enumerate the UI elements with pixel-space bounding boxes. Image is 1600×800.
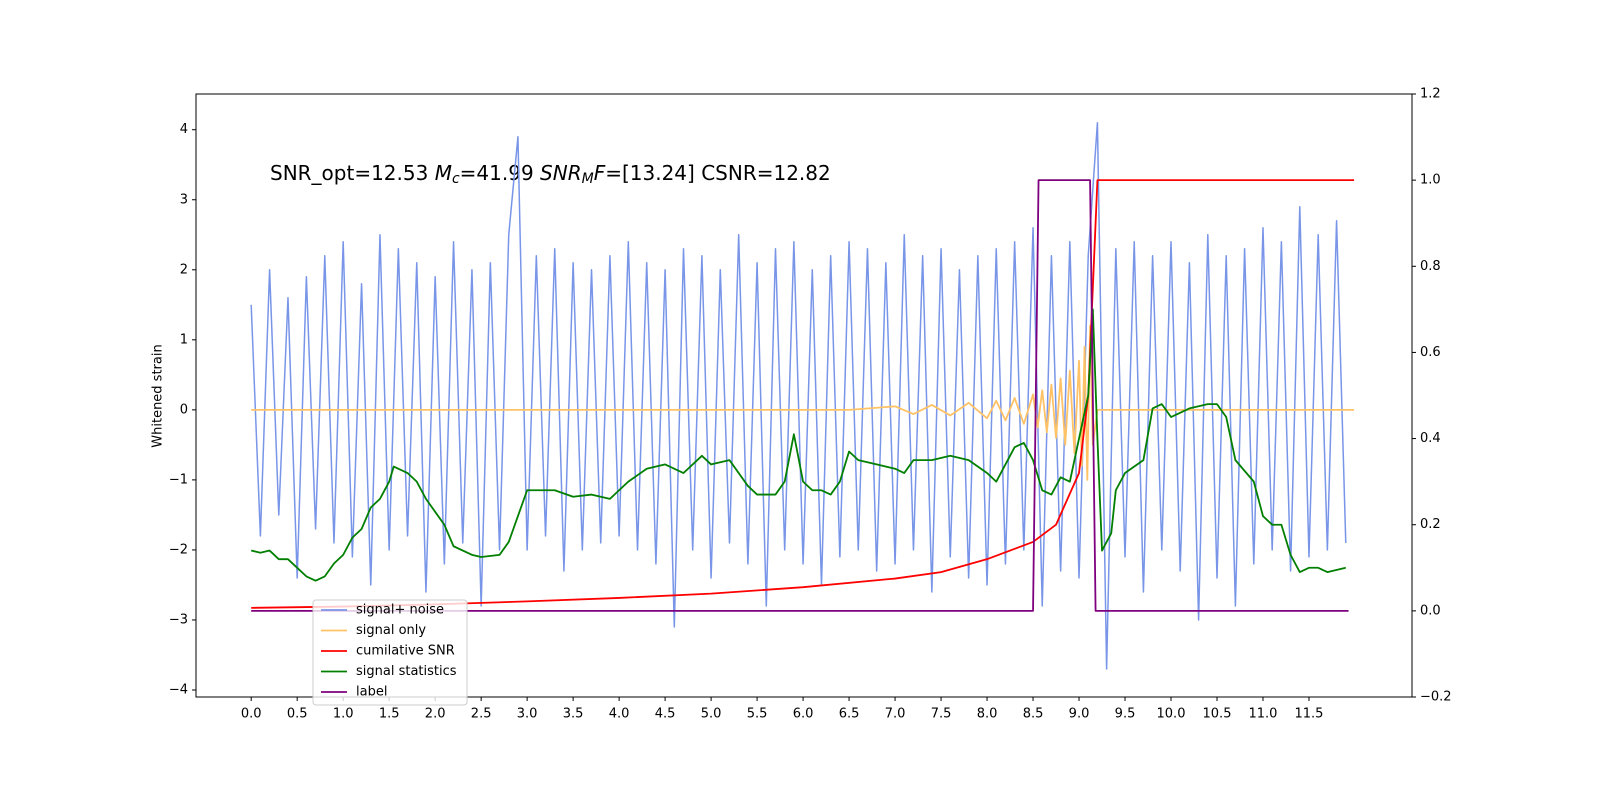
series-line — [250, 308, 1346, 582]
y-tick-label: −1 — [169, 472, 188, 487]
annotation-part: SNR_opt=12.53 — [270, 161, 435, 185]
x-tick-label: 0.5 — [287, 707, 308, 722]
y2-tick-label: 1.2 — [1420, 87, 1441, 102]
legend-label: label — [356, 685, 387, 700]
legend-box — [312, 599, 468, 706]
y-tick-label: 0 — [180, 402, 188, 417]
legend-label: signal+ noise — [356, 603, 444, 618]
annotation: SNR_opt=12.53 Mc=41.99 SNRMF=[13.24] CSN… — [270, 161, 831, 188]
x-tick-label: 10.0 — [1157, 707, 1186, 722]
y-tick-label: −4 — [169, 682, 188, 697]
x-tick-label: 10.5 — [1203, 707, 1232, 722]
x-tick-label: 2.0 — [425, 707, 446, 722]
plot-frame — [195, 93, 1413, 698]
x-tick-label: 7.0 — [885, 707, 906, 722]
annotation-part: =41.99 — [460, 161, 540, 185]
y-tick-label: 3 — [180, 192, 188, 207]
annotation-part: SNR — [540, 161, 582, 185]
x-tick-label: 11.5 — [1295, 707, 1324, 722]
x-tick-label: 9.5 — [1115, 707, 1136, 722]
series-line — [250, 121, 1347, 670]
y-tick-label: −3 — [169, 612, 188, 627]
annotation-part: F — [594, 161, 606, 185]
annotation-part: M — [582, 171, 594, 187]
x-tick-label: 9.0 — [1069, 707, 1090, 722]
y2-tick-label: 0.8 — [1420, 259, 1441, 274]
x-tick-label: 7.5 — [931, 707, 952, 722]
series-line — [251, 179, 1349, 612]
legend: signal+ noise signal only cumilative SNR si… — [312, 599, 468, 706]
annotation-part: M — [435, 161, 452, 185]
y-tick-label: 1 — [180, 332, 188, 347]
legend-label: signal only — [356, 623, 426, 638]
legend-label: signal statistics — [356, 664, 457, 679]
x-tick-label: 8.5 — [1023, 707, 1044, 722]
y2-tick-label: 0.0 — [1420, 603, 1441, 618]
x-tick-label: 5.0 — [701, 707, 722, 722]
x-tick-label: 6.5 — [839, 707, 860, 722]
y2-tick-label: 1.0 — [1420, 173, 1441, 188]
x-tick-label: 4.0 — [609, 707, 630, 722]
x-tick-label: 8.0 — [977, 707, 998, 722]
x-tick-label: 11.0 — [1249, 707, 1278, 722]
x-tick-label: 1.5 — [379, 707, 400, 722]
x-tick-label: 3.0 — [517, 707, 538, 722]
annotation-part: c — [452, 171, 460, 187]
x-tick-label: 4.5 — [655, 707, 676, 722]
legend-label: cumilative SNR — [356, 644, 455, 659]
x-tick-label: 6.0 — [793, 707, 814, 722]
x-tick-label: 0.0 — [241, 707, 262, 722]
x-tick-label: 1.0 — [333, 707, 354, 722]
x-tick-label: 3.5 — [563, 707, 584, 722]
y-tick-label: 2 — [180, 262, 188, 277]
y-tick-label: 4 — [180, 122, 188, 137]
y-tick-label: −2 — [169, 542, 188, 557]
y2-tick-label: 0.2 — [1420, 517, 1441, 532]
y2-tick-label: −0.2 — [1420, 690, 1452, 705]
series-line — [251, 324, 1355, 481]
x-tick-label: 5.5 — [747, 707, 768, 722]
y2-tick-label: 0.4 — [1420, 431, 1441, 446]
annotation-part: =[13.24] CSNR=12.82 — [605, 161, 831, 185]
y2-tick-label: 0.6 — [1420, 345, 1441, 360]
y-axis-label: Whitened strain — [151, 344, 166, 447]
x-tick-label: 2.5 — [471, 707, 492, 722]
